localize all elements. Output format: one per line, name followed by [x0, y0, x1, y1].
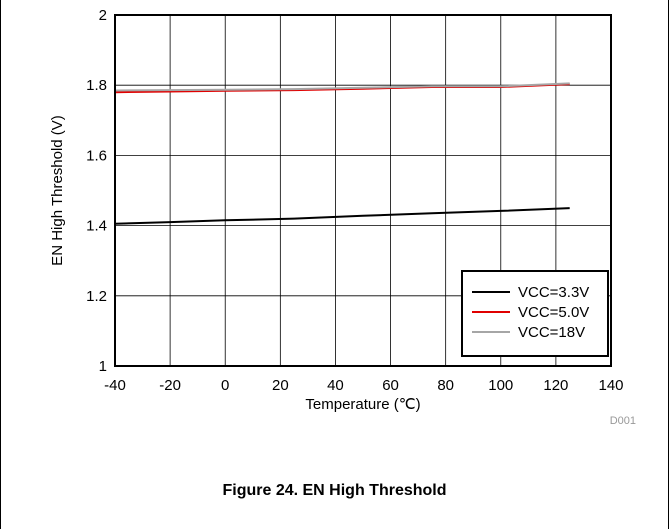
x-tick-label: 40: [327, 377, 344, 394]
x-tick-label: 100: [488, 377, 513, 394]
legend: VCC=3.3V VCC=5.0V VCC=18V: [461, 270, 609, 357]
y-tick-label: 1.2: [86, 288, 107, 305]
x-tick-label: -40: [104, 377, 126, 394]
series-line: [114, 207, 570, 225]
legend-box: [461, 270, 609, 357]
tick-labels: -40 -20 0 20 40 60 80 100 120 140 1 1.2 1.4 1.6 1.8 2: [86, 7, 623, 394]
x-tick-label: -20: [159, 377, 181, 394]
legend-label: VCC=18V: [518, 324, 585, 341]
x-tick-label: 80: [437, 377, 454, 394]
y-tick-label: 1.4: [86, 218, 107, 235]
y-tick-label: 1.6: [86, 147, 107, 164]
y-tick-label: 2: [99, 7, 107, 24]
y-tick-label: 1.8: [86, 77, 107, 94]
plot-frame: [114, 14, 612, 367]
series-lines: [114, 82, 570, 225]
chart-code: D001: [610, 415, 636, 427]
legend-label: VCC=5.0V: [518, 304, 589, 321]
x-axis-label: Temperature (℃): [305, 396, 420, 413]
x-tick-label: 0: [221, 377, 229, 394]
series-line: [114, 82, 570, 92]
figure-caption: Figure 24. EN High Threshold: [222, 482, 447, 499]
x-tick-label: 140: [598, 377, 623, 394]
x-tick-label: 60: [382, 377, 399, 394]
x-tick-label: 120: [543, 377, 568, 394]
line-chart: -40 -20 0 20 40 60 80 100 120 140 1 1.2 1.4 1.6 1.8 2 T…: [49, 7, 636, 427]
x-tick-label: 20: [272, 377, 289, 394]
legend-label: VCC=3.3V: [518, 284, 589, 301]
y-tick-label: 1: [99, 358, 107, 375]
y-axis-label: EN High Threshold (V): [49, 115, 66, 266]
